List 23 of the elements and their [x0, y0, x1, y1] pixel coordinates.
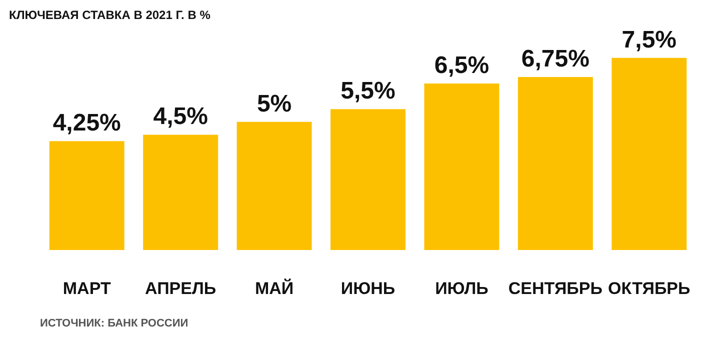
x-tick-label: ИЮЛЬ	[435, 279, 488, 298]
bar	[330, 109, 406, 250]
data-label: 6,75%	[521, 46, 590, 73]
x-tick-label: ОКТЯБРЬ	[608, 279, 690, 298]
data-label: 6,5%	[434, 52, 490, 79]
text: ИСТОЧНИК: БАНК РОССИИ	[40, 318, 188, 330]
data-label: 4,5%	[153, 103, 208, 130]
data-label: 5%	[256, 90, 292, 118]
bar	[49, 141, 124, 250]
x-tick-label: МАРТ	[62, 279, 112, 298]
data-label: 5,5%	[340, 78, 396, 105]
bar	[424, 83, 500, 250]
x-tick-label: АПРЕЛЬ	[145, 279, 216, 298]
x-tick-label: МАЙ	[254, 278, 294, 298]
x-tick-label: СЕНТЯБРЬ	[508, 279, 602, 298]
chart-title: КЛЮЧЕВАЯ СТАВКА В 2021 Г. В %	[9, 8, 211, 22]
data-label: 4,25%	[52, 110, 121, 137]
bar	[612, 58, 687, 250]
bar	[518, 77, 593, 250]
data-label: 7,5%	[622, 26, 676, 54]
bar	[236, 122, 312, 250]
bar	[143, 134, 218, 250]
x-tick-label: ИЮНЬ	[340, 279, 396, 298]
